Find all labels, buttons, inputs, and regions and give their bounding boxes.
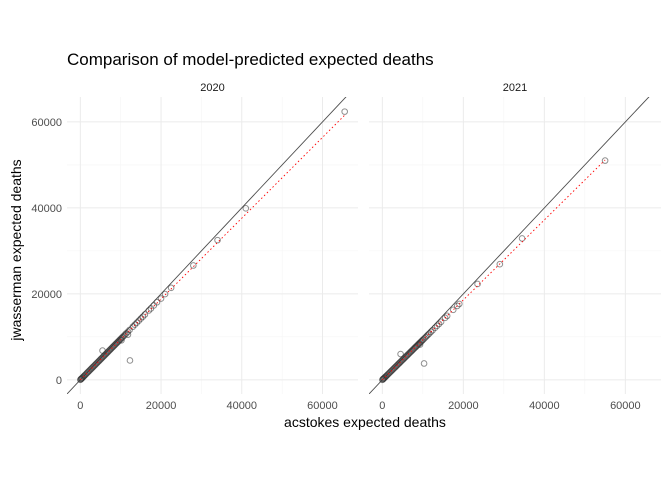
- data-point: [443, 312, 451, 320]
- x-tick-label: 40000: [529, 400, 560, 412]
- data-point: [139, 313, 147, 320]
- plot-area: [369, 97, 650, 394]
- data-point: [131, 321, 139, 329]
- panel-2021: 0 20000 40000 60000 2021: [369, 82, 661, 412]
- data-point: [124, 328, 132, 335]
- facet-strip-label: 2021: [503, 82, 527, 94]
- data-point: [435, 320, 443, 328]
- x-tick-label: 60000: [610, 400, 641, 412]
- y-tick-label: 20000: [31, 289, 62, 301]
- data-point: [416, 341, 424, 348]
- y-axis-title: jwasserman expected deaths: [8, 159, 24, 341]
- x-tick-label: 20000: [448, 400, 479, 412]
- x-tick-label: 40000: [226, 400, 257, 412]
- y-tick-label: 0: [56, 375, 62, 387]
- data-point: [431, 324, 439, 332]
- panel-2020: 0 20000 40000 60000 0 20000 40000 60000 2020: [31, 82, 358, 412]
- data-point: [124, 331, 132, 338]
- data-point: [449, 306, 457, 314]
- data-point: [167, 284, 175, 292]
- fit-line: [80, 114, 345, 381]
- x-tick-label: 20000: [146, 400, 177, 412]
- data-point: [433, 322, 441, 330]
- plot-area: [67, 97, 348, 394]
- y-tick-label: 60000: [31, 117, 62, 129]
- facet-strip-label: 2020: [200, 82, 224, 94]
- data-point: [99, 347, 106, 354]
- data-point: [145, 307, 153, 314]
- data-point: [456, 300, 463, 308]
- x-tick-label: 60000: [307, 400, 338, 412]
- data-point: [129, 323, 137, 331]
- data-point: [427, 328, 435, 336]
- data-point: [153, 298, 161, 306]
- data-point: [601, 157, 609, 164]
- data-point: [397, 350, 404, 358]
- x-tick-label: 0: [379, 400, 385, 412]
- y-tick-label: 40000: [31, 203, 62, 215]
- data-point: [474, 280, 481, 288]
- data-point: [133, 319, 141, 326]
- chart-title: Comparison of model-predicted expected d…: [67, 50, 434, 69]
- panels: 0 20000 40000 60000 0 20000 40000 60000 2020 0 200…: [31, 82, 661, 412]
- data-point: [190, 262, 197, 269]
- data-point: [496, 260, 504, 268]
- data-point: [341, 108, 348, 115]
- data-point: [437, 318, 445, 326]
- data-point: [242, 205, 250, 212]
- data-point: [420, 360, 428, 367]
- data-point: [141, 311, 149, 318]
- data-point: [157, 295, 165, 302]
- data-point: [118, 336, 125, 344]
- x-tick-label: 0: [77, 400, 83, 412]
- x-axis-title: acstokes expected deaths: [284, 414, 446, 430]
- data-point: [135, 317, 143, 324]
- data-point: [126, 357, 134, 364]
- data-point: [137, 315, 145, 322]
- data-point: [161, 290, 169, 298]
- data-point: [453, 302, 461, 310]
- data-point: [518, 235, 526, 242]
- fit-line: [382, 159, 606, 381]
- data-point: [441, 314, 449, 322]
- data-point: [214, 236, 221, 244]
